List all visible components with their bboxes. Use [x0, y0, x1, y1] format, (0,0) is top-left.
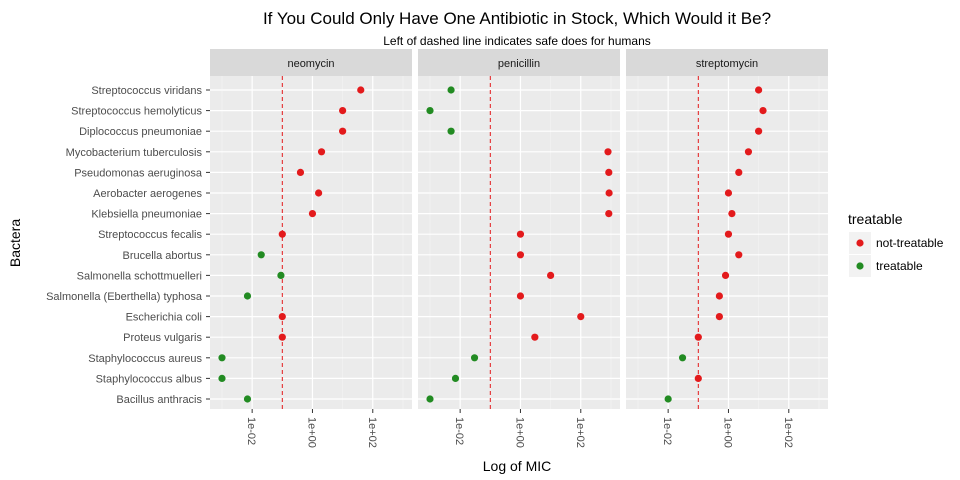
legend-marker — [856, 262, 864, 270]
data-point — [605, 168, 613, 176]
data-point — [218, 374, 226, 382]
y-tick-label: Salmonella schottmuelleri — [77, 270, 202, 282]
x-tick-label: 1e+00 — [721, 417, 733, 448]
strip-background — [210, 49, 412, 76]
y-tick-label: Salmonella (Eberthella) typhosa — [46, 291, 203, 303]
panel-streptomycin: streptomycin 1e-02 1e+00 1e+02 — [626, 49, 828, 448]
data-point — [315, 189, 323, 197]
data-point — [470, 354, 479, 362]
data-point — [426, 107, 434, 115]
data-point — [715, 292, 723, 300]
x-tick-label: 1e+02 — [782, 417, 794, 448]
strip-label: streptomycin — [696, 58, 758, 70]
x-axis-title: Log of MIC — [483, 458, 551, 474]
y-axis-ticks: Streptococcus viridans Streptococcus hemo… — [46, 85, 210, 406]
x-tick-label: 1e+00 — [513, 417, 525, 448]
y-tick-label: Brucella abortus — [123, 250, 203, 262]
y-tick-label: Pseudomonas aeruginosa — [74, 167, 203, 179]
data-point — [243, 395, 252, 403]
chart-subtitle: Left of dashed line indicates safe does … — [383, 34, 651, 48]
data-point — [715, 313, 723, 321]
y-tick-label: Streptococcus viridans — [91, 85, 202, 97]
data-point — [243, 292, 252, 300]
y-tick-label: Diplococcus pneumoniae — [79, 126, 202, 138]
legend: treatable not-treatable treatable — [848, 211, 944, 277]
y-tick-label: Klebsiella pneumoniae — [91, 209, 202, 221]
chart-title: If You Could Only Have One Antibiotic in… — [263, 9, 771, 28]
y-tick-label: Aerobacter aerogenes — [93, 188, 202, 200]
panel-background — [210, 76, 412, 409]
panel-background — [418, 76, 620, 409]
x-tick-label: 1e+02 — [574, 417, 586, 448]
data-point — [278, 230, 286, 238]
strip-label: penicillin — [498, 58, 540, 70]
y-tick-label: Staphylococcus albus — [96, 373, 203, 385]
panel-neomycin: neomycin 1e-02 1e+00 1e+02 — [210, 49, 412, 448]
x-tick-label: 1e-02 — [661, 417, 673, 445]
data-point — [724, 230, 733, 238]
data-point — [357, 86, 365, 94]
data-point — [447, 127, 455, 135]
strip-background — [626, 49, 828, 76]
data-point — [516, 230, 525, 238]
legend-title: treatable — [848, 211, 903, 227]
data-point — [339, 107, 347, 115]
data-point — [694, 333, 702, 341]
data-point — [451, 374, 460, 382]
data-point — [296, 168, 305, 176]
legend-marker — [856, 239, 864, 247]
data-point — [694, 374, 702, 382]
strip-background — [418, 49, 620, 76]
y-axis-title: Bactera — [7, 219, 23, 267]
data-point — [531, 333, 539, 341]
data-point — [516, 251, 525, 259]
x-tick-label: 1e-02 — [245, 417, 257, 445]
data-point — [759, 107, 767, 115]
y-tick-label: Escherichia coli — [126, 312, 202, 324]
x-tick-label: 1e+00 — [305, 417, 317, 448]
facet-panels: neomycin 1e-02 1e+00 1e+02 penicillin 1e-02 1e… — [210, 49, 828, 448]
data-point — [735, 168, 743, 176]
data-point — [516, 292, 525, 300]
y-tick-label: Proteus vulgaris — [123, 332, 202, 344]
x-tick-label: 1e+02 — [366, 417, 378, 448]
data-point — [317, 148, 326, 156]
y-tick-label: Streptococcus fecalis — [98, 229, 202, 241]
data-point — [744, 148, 753, 156]
data-point — [604, 148, 612, 156]
data-point — [755, 86, 763, 94]
data-point — [547, 271, 555, 279]
data-point — [257, 251, 265, 259]
y-tick-label: Mycobacterium tuberculosis — [66, 147, 203, 159]
data-point — [426, 395, 434, 403]
data-point — [721, 271, 730, 279]
data-point — [605, 210, 613, 218]
data-point — [218, 354, 226, 362]
data-point — [447, 86, 455, 94]
data-point — [724, 189, 733, 197]
y-tick-label: Staphylococcus aureus — [88, 353, 202, 365]
data-point — [678, 354, 687, 362]
data-point — [728, 210, 736, 218]
data-point — [755, 127, 763, 135]
data-point — [308, 210, 317, 218]
strip-label: neomycin — [287, 58, 334, 70]
y-tick-label: Streptococcus hemolyticus — [71, 106, 202, 118]
panel-background — [626, 76, 828, 409]
data-point — [277, 271, 285, 279]
data-point — [278, 333, 286, 341]
data-point — [577, 313, 585, 321]
legend-items: not-treatable treatable — [849, 232, 944, 277]
data-point — [735, 251, 743, 259]
data-point — [664, 395, 672, 403]
data-point — [339, 127, 347, 135]
y-tick-label: Bacillus anthracis — [116, 394, 202, 406]
data-point — [278, 313, 286, 321]
data-point — [605, 189, 613, 197]
legend-label: treatable — [876, 259, 923, 273]
legend-label: not-treatable — [876, 236, 944, 250]
panel-penicillin: penicillin 1e-02 1e+00 1e+02 — [418, 49, 620, 448]
x-tick-label: 1e-02 — [453, 417, 465, 445]
